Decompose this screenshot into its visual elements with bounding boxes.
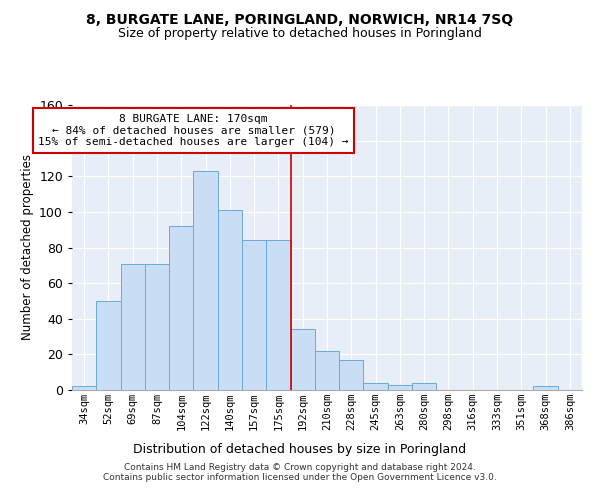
Bar	[266, 240, 290, 390]
Bar	[388, 384, 412, 390]
Bar	[193, 171, 218, 390]
Bar	[145, 264, 169, 390]
Bar	[242, 240, 266, 390]
Y-axis label: Number of detached properties: Number of detached properties	[20, 154, 34, 340]
Text: 8, BURGATE LANE, PORINGLAND, NORWICH, NR14 7SQ: 8, BURGATE LANE, PORINGLAND, NORWICH, NR…	[86, 12, 514, 26]
Bar	[121, 264, 145, 390]
Text: Contains HM Land Registry data © Crown copyright and database right 2024.
Contai: Contains HM Land Registry data © Crown c…	[103, 463, 497, 482]
Bar	[315, 351, 339, 390]
Text: Size of property relative to detached houses in Poringland: Size of property relative to detached ho…	[118, 28, 482, 40]
Text: Distribution of detached houses by size in Poringland: Distribution of detached houses by size …	[133, 442, 467, 456]
Bar	[96, 301, 121, 390]
Bar	[218, 210, 242, 390]
Bar	[169, 226, 193, 390]
Bar	[339, 360, 364, 390]
Bar	[412, 383, 436, 390]
Bar	[364, 383, 388, 390]
Bar	[290, 330, 315, 390]
Bar	[533, 386, 558, 390]
Text: 8 BURGATE LANE: 170sqm
← 84% of detached houses are smaller (579)
15% of semi-de: 8 BURGATE LANE: 170sqm ← 84% of detached…	[38, 114, 349, 147]
Bar	[72, 386, 96, 390]
